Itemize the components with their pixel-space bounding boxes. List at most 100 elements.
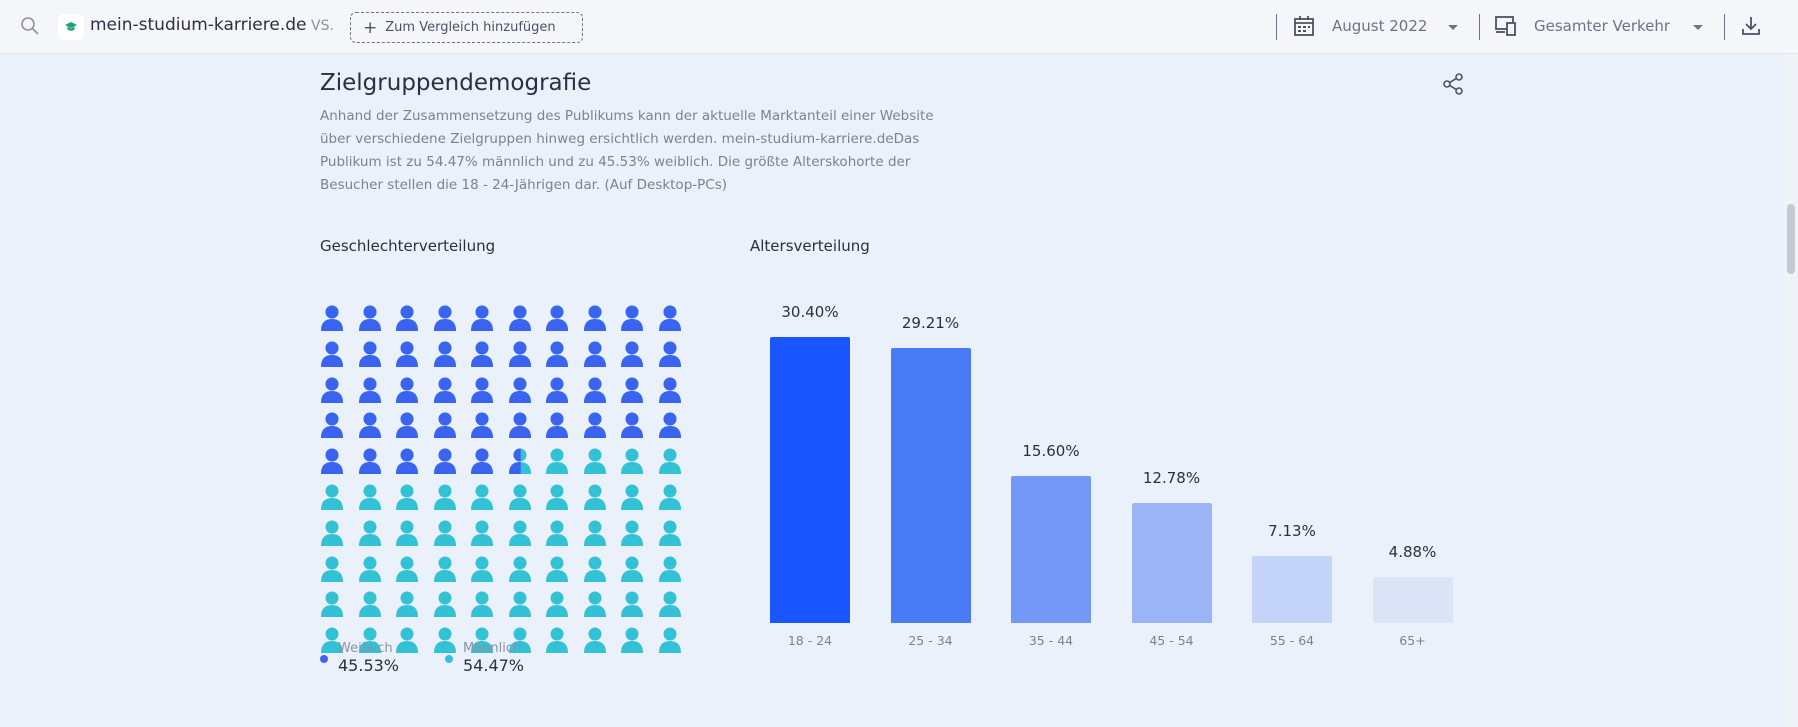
bar-18-24[interactable] [770,337,850,623]
share-icon[interactable] [1442,73,1464,99]
x-tick-label: 35 - 44 [1028,633,1074,648]
vs-label: VS. [311,18,334,34]
person-female-icon [433,411,457,443]
bar-value-label: 30.40% [781,303,839,321]
person-male-icon [395,483,419,515]
person-female-icon [320,447,344,479]
devices-icon[interactable] [1494,15,1518,41]
person-female-icon [545,376,569,408]
person-male-icon [583,483,607,515]
person-male-icon [583,519,607,551]
person-male-icon [395,519,419,551]
person-male-icon [470,626,494,658]
person-female-icon [508,411,532,443]
person-male-icon [583,590,607,622]
plus-icon: + [363,17,378,38]
bar-35-44[interactable] [1011,476,1091,623]
person-male-icon [358,590,382,622]
search-icon[interactable] [20,16,40,40]
person-female-icon [545,340,569,372]
male-value: 54.47% [463,656,525,675]
person-female-icon [508,376,532,408]
x-tick-label: 55 - 64 [1269,633,1315,648]
bar-55-64[interactable] [1252,555,1332,623]
male-dot [445,655,453,663]
person-male-icon [658,483,682,515]
person-female-icon [470,340,494,372]
person-female-icon [320,340,344,372]
section-title: Zielgruppendemografie [320,70,592,96]
person-female-icon [620,304,644,336]
date-selector[interactable]: August 2022 [1332,17,1428,35]
person-male-icon [320,519,344,551]
person-male-icon [470,483,494,515]
bar-65+[interactable] [1372,577,1453,623]
person-female-icon [358,376,382,408]
graduation-cap-icon [58,14,84,40]
person-male-icon [508,590,532,622]
traffic-selector[interactable]: Gesamter Verkehr [1534,17,1671,35]
person-male-icon [658,626,682,658]
person-male-icon [358,519,382,551]
person-male-icon [658,590,682,622]
person-male-icon [433,590,457,622]
person-male-icon [358,483,382,515]
person-male-icon [658,447,682,479]
bar-value-label: 7.13% [1268,521,1316,540]
chevron-down-icon[interactable] [1448,25,1458,30]
download-icon[interactable] [1741,15,1761,41]
bar-value-label: 12.78% [1142,468,1201,487]
person-male-icon [508,519,532,551]
add-comparison-label: Zum Vergleich hinzufügen [385,20,556,35]
person-male-icon [620,590,644,622]
person-female-icon [395,447,419,479]
person-female-icon [620,340,644,372]
person-female-icon [358,447,382,479]
person-female-icon [433,340,457,372]
person-male-icon [320,590,344,622]
person-male-icon [508,626,532,658]
age-chart-title: Altersverteilung [750,237,870,255]
person-male-icon [508,483,532,515]
female-dot [320,655,328,663]
bar-45-54[interactable] [1131,502,1212,623]
person-female-icon [658,411,682,443]
person-female-icon [320,304,344,336]
person-female-icon [395,340,419,372]
bar-value-label: 15.60% [1022,442,1080,461]
divider [1724,14,1725,40]
person-male-icon [545,590,569,622]
calendar-icon[interactable] [1293,15,1315,41]
person-female-icon [658,304,682,336]
person-female-icon [320,411,344,443]
scrollbar[interactable] [1784,54,1798,727]
person-male-icon [620,483,644,515]
person-male-icon [583,447,607,479]
person-female-icon [470,304,494,336]
scrollbar-thumb[interactable] [1787,204,1795,274]
x-tick-label: 65+ [1399,633,1426,648]
legend-male: Männlich 54.47% [445,641,524,675]
person-female-icon [658,340,682,372]
bar-value-label: 29.21% [901,314,960,333]
x-tick-label: 18 - 24 [787,633,833,648]
person-male-icon [320,626,344,658]
legend-female: Weiblich 45.53% [320,641,399,675]
site-name[interactable]: mein-studium-karriere.de [90,15,307,35]
person-male-icon [545,555,569,587]
person-male-icon [358,555,382,587]
person-female-icon [508,304,532,336]
add-comparison-button[interactable]: + Zum Vergleich hinzufügen [350,12,583,43]
person-male-icon [545,483,569,515]
person-male-icon [358,626,382,658]
female-label: Weiblich [338,641,393,656]
bar-25-34[interactable] [890,348,971,623]
person-male-icon [470,519,494,551]
person-male-icon [433,626,457,658]
chevron-down-icon[interactable] [1693,25,1703,30]
gender-title: Geschlechterverteilung [320,237,496,255]
male-label: Männlich [463,641,522,656]
person-female-icon [583,304,607,336]
person-male-icon [433,483,457,515]
person-female-icon [545,304,569,336]
